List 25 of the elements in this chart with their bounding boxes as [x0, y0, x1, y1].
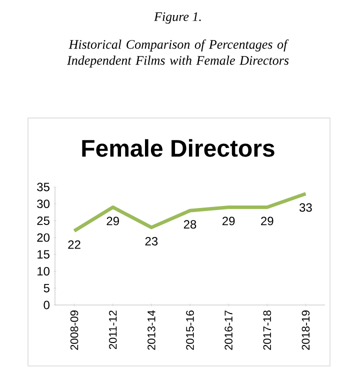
- data-label: 23: [145, 236, 158, 246]
- data-label: 22: [68, 240, 80, 249]
- data-label: 28: [184, 220, 196, 229]
- x-tick-label: 2016-17: [224, 310, 232, 350]
- data-label: 29: [222, 216, 235, 226]
- y-tick-label: 25: [37, 216, 50, 225]
- data-label: 29: [261, 216, 274, 226]
- text: Historical Comparison of Percentages of Independent Films with Female Directors: [66, 40, 289, 68]
- y-tick-label: 20: [37, 233, 50, 242]
- y-tick-label: 0: [44, 300, 50, 310]
- y-tick-label: 30: [37, 200, 50, 208]
- x-tick-label: 2017-18: [263, 310, 272, 350]
- x-tick-label: 2015-16: [186, 310, 194, 350]
- y-tick-label: 15: [38, 250, 50, 259]
- caption: Figure 1.: [154, 12, 201, 24]
- y-tick-label: 5: [44, 284, 50, 292]
- chart-title: Female Directors: [82, 139, 274, 157]
- y-tick-label: 10: [38, 267, 50, 276]
- x-tick-label: 2011-12: [108, 310, 117, 350]
- data-label: 33: [299, 203, 312, 212]
- y-tick-label: 35: [37, 182, 50, 192]
- data-label: 29: [106, 216, 119, 226]
- x-tick-label: 2008-09: [70, 310, 78, 350]
- x-tick-label: 2018-19: [302, 310, 310, 350]
- x-tick-label: 2013-14: [148, 310, 156, 350]
